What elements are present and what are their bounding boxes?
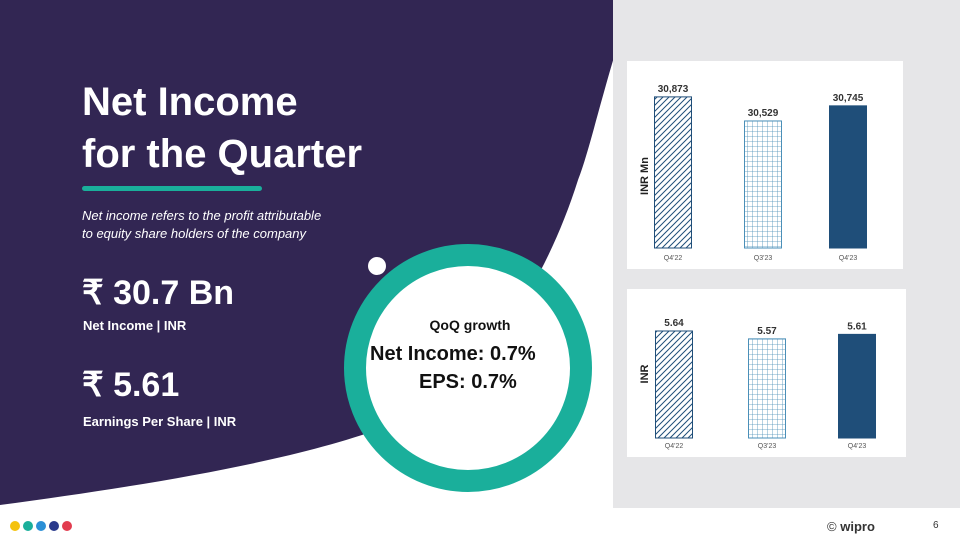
data-label: 30,745 bbox=[833, 93, 864, 104]
wipro-logo-text: wipro bbox=[840, 519, 875, 534]
brand-dots bbox=[10, 521, 72, 531]
bar bbox=[654, 96, 692, 249]
net-income-label: Net Income | INR bbox=[83, 318, 187, 333]
y-axis-title: INR Mn bbox=[639, 157, 651, 195]
qoq-net-income: Net Income: 0.7% bbox=[370, 343, 536, 365]
tick-label: Q4'22 bbox=[665, 443, 684, 450]
eps-label: Earnings Per Share | INR bbox=[83, 414, 237, 429]
description-line: Net income refers to the profit attribut… bbox=[82, 208, 322, 223]
brand-dot bbox=[62, 521, 72, 531]
copyright-symbol: © bbox=[827, 519, 837, 534]
eps-chart-card: INR 5.64 Q4'22 5.57 Q3'23 5.61 Q4'23 bbox=[627, 289, 906, 457]
brand-dot bbox=[23, 521, 33, 531]
slide-title: Net Income for the Quarter bbox=[82, 76, 362, 180]
description: Net income refers to the profit attribut… bbox=[82, 207, 382, 243]
bar bbox=[744, 120, 782, 249]
bar bbox=[829, 105, 867, 249]
data-label: 30,873 bbox=[658, 84, 689, 95]
title-line: for the Quarter bbox=[82, 132, 363, 176]
title-line: Net Income bbox=[82, 80, 298, 124]
qoq-eps: EPS: 0.7% bbox=[419, 371, 517, 393]
brand-dot bbox=[10, 521, 20, 531]
eps-value: ₹ 5.61 bbox=[82, 366, 180, 404]
tick-label: Q3'23 bbox=[754, 255, 773, 262]
data-label: 5.57 bbox=[757, 326, 777, 337]
data-label: 5.64 bbox=[664, 318, 684, 329]
tick-label: Q4'22 bbox=[664, 255, 683, 262]
net-income-chart: INR Mn 30,873 Q4'22 30,529 Q3'23 30,745 Q4'23 bbox=[639, 84, 867, 262]
bar bbox=[655, 330, 693, 439]
page-number: 6 bbox=[933, 520, 939, 531]
data-label: 30,529 bbox=[748, 108, 779, 119]
ring-dot bbox=[366, 255, 388, 277]
brand-dot bbox=[49, 521, 59, 531]
data-label: 5.61 bbox=[847, 321, 867, 332]
tick-label: Q4'23 bbox=[839, 255, 858, 262]
brand-dot bbox=[36, 521, 46, 531]
y-axis-title: INR bbox=[639, 364, 651, 383]
tick-label: Q3'23 bbox=[758, 443, 777, 450]
bar bbox=[748, 338, 786, 439]
footer-brand: © wipro bbox=[827, 519, 875, 534]
net-income-chart-card: INR Mn 30,873 Q4'22 30,529 Q3'23 30,745 Q4'23 bbox=[627, 61, 903, 269]
tick-label: Q4'23 bbox=[848, 443, 867, 450]
net-income-value: ₹ 30.7 Bn bbox=[82, 274, 235, 312]
description-line: to equity share holders of the company bbox=[82, 226, 307, 241]
title-underline bbox=[82, 186, 262, 191]
eps-chart: INR 5.64 Q4'22 5.57 Q3'23 5.61 Q4'23 bbox=[639, 318, 876, 450]
bar bbox=[838, 333, 876, 439]
qoq-title: QoQ growth bbox=[429, 317, 511, 333]
